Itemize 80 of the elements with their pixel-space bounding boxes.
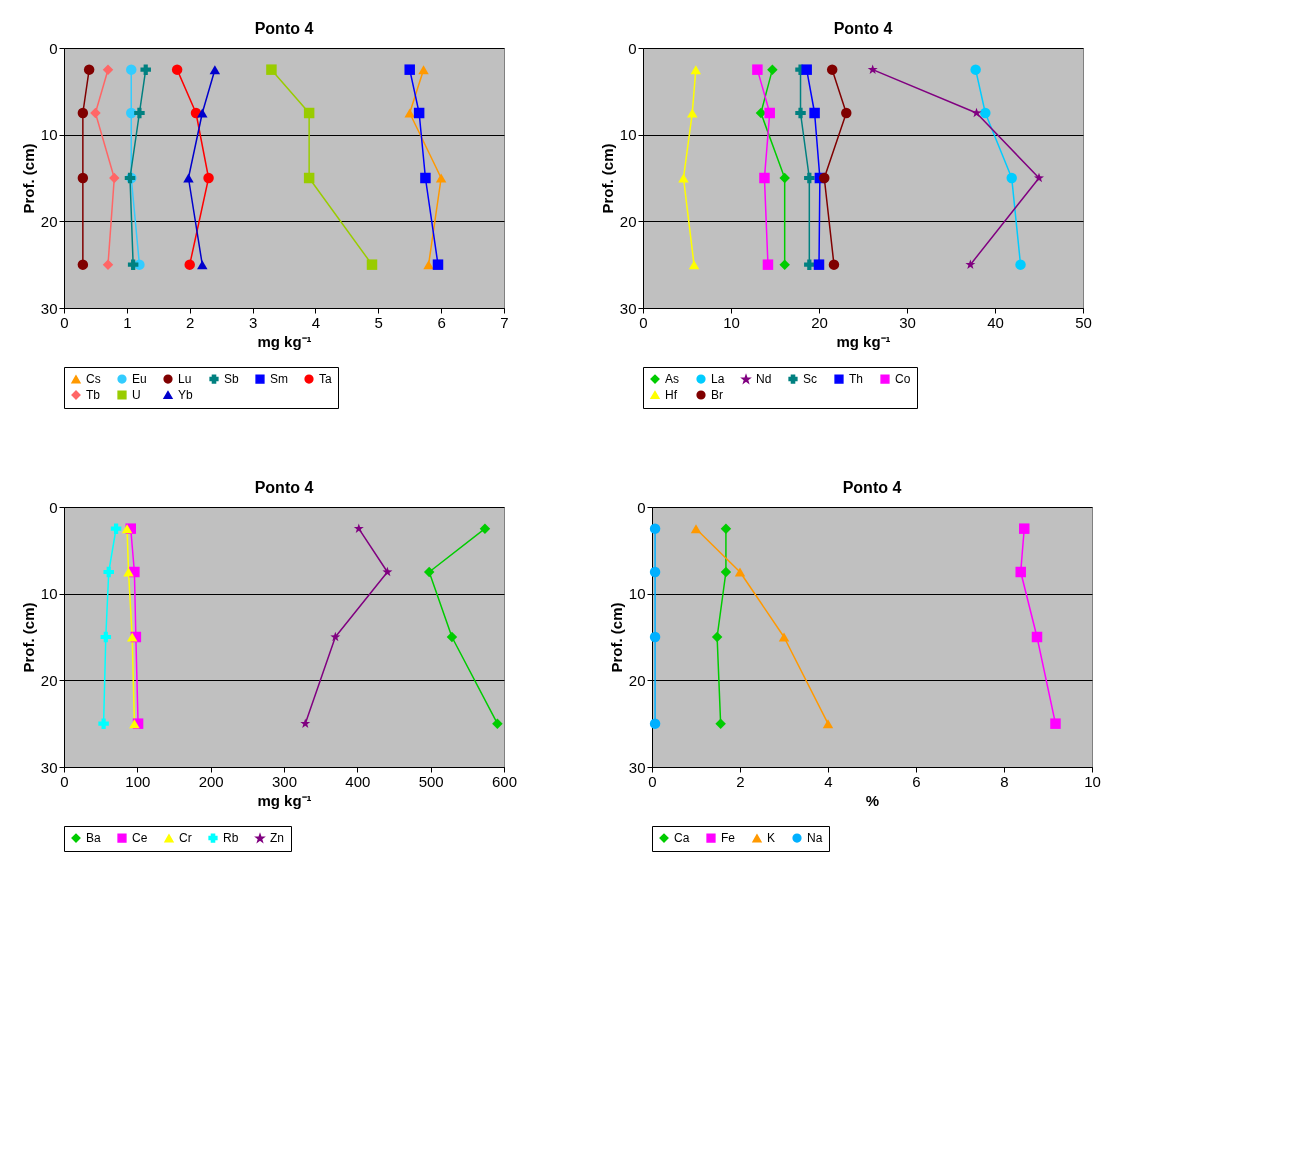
chart-title: Ponto 4 — [254, 20, 314, 37]
x-tick-label: 40 — [987, 313, 1004, 331]
chart-title: Ponto 4 — [254, 479, 314, 496]
x-tick-label: 1 — [123, 313, 132, 331]
legend-label: Na — [807, 831, 823, 846]
legend-label: Ce — [132, 831, 148, 846]
legend-label: Hf — [665, 388, 678, 402]
x-tick-label: 300 — [271, 772, 298, 790]
legend-label: Eu — [132, 372, 147, 387]
x-tick-label: 200 — [198, 772, 224, 790]
legend-label: Zn — [270, 831, 285, 846]
x-tick-label: 2 — [736, 772, 745, 790]
x-axis-title: % — [865, 791, 880, 809]
chart-title: Ponto 4 — [842, 479, 902, 496]
x-tick-label: 8 — [1000, 772, 1009, 790]
y-tick-label: 30 — [628, 758, 646, 776]
y-tick-label: 30 — [40, 299, 58, 317]
legend-label: Fe — [721, 831, 736, 846]
x-tick-label: 30 — [899, 313, 916, 331]
y-tick-label: 0 — [637, 498, 646, 516]
x-tick-label: 4 — [311, 313, 321, 331]
x-tick-label: 10 — [1084, 772, 1101, 790]
x-tick-label: 10 — [723, 313, 740, 331]
x-tick-label: 2 — [186, 313, 195, 331]
x-tick-label: 0 — [60, 772, 69, 790]
x-tick-label: 600 — [491, 772, 518, 790]
y-tick-label: 20 — [40, 212, 58, 230]
chart-title: Ponto 4 — [833, 20, 893, 37]
y-tick-label: 20 — [619, 212, 637, 230]
x-tick-label: 3 — [248, 313, 258, 331]
legend-label: Cr — [179, 831, 192, 846]
y-tick-label: 20 — [40, 671, 58, 689]
x-tick-label: 6 — [912, 772, 921, 790]
y-tick-label: 0 — [49, 498, 58, 516]
legend-label: Sm — [270, 372, 288, 387]
y-tick-label: 30 — [40, 758, 58, 776]
legend-label: La — [711, 372, 725, 387]
legend-label: K — [767, 831, 776, 846]
legend-label: Co — [895, 372, 911, 387]
y-tick-label: 10 — [40, 126, 58, 144]
x-tick-label: 50 — [1075, 313, 1092, 331]
legend-label: Br — [711, 388, 723, 402]
legend-label: Ca — [674, 831, 690, 846]
legend-label: Sc — [803, 372, 818, 387]
legend-label: Cs — [86, 372, 101, 387]
legend-label: U — [132, 388, 141, 402]
legend-label: Yb — [178, 388, 193, 402]
x-axis-title: mg kg⁻¹ — [836, 332, 891, 350]
x-axis-title: mg kg⁻¹ — [257, 332, 312, 350]
x-tick-label: 400 — [345, 772, 371, 790]
y-tick-label: 20 — [628, 671, 646, 689]
legend-label: As — [665, 372, 680, 387]
y-tick-label: 30 — [619, 299, 637, 317]
x-tick-label: 7 — [500, 313, 509, 331]
x-tick-label: 4 — [824, 772, 833, 790]
y-axis-title: Prof. (cm) — [607, 602, 625, 673]
legend-label: Ta — [319, 372, 332, 387]
y-tick-label: 0 — [628, 39, 637, 57]
legend-label: Th — [849, 372, 864, 387]
y-axis-title: Prof. (cm) — [598, 143, 616, 214]
legend-label: Lu — [178, 372, 192, 387]
y-axis-title: Prof. (cm) — [19, 143, 37, 214]
x-tick-label: 100 — [125, 772, 151, 790]
y-tick-label: 10 — [40, 585, 58, 603]
y-tick-label: 10 — [628, 585, 646, 603]
x-axis-title: mg kg⁻¹ — [257, 791, 312, 809]
y-tick-label: 0 — [49, 39, 58, 57]
legend-label: Tb — [86, 388, 101, 402]
y-axis-title: Prof. (cm) — [19, 602, 37, 673]
y-tick-label: 10 — [619, 126, 637, 144]
legend-label: Sb — [224, 372, 239, 387]
x-tick-label: 0 — [648, 772, 657, 790]
x-tick-label: 0 — [60, 313, 69, 331]
x-tick-label: 500 — [418, 772, 444, 790]
legend-label: Nd — [756, 372, 772, 387]
legend-label: Ba — [86, 831, 101, 846]
legend-label: Rb — [223, 831, 239, 846]
x-tick-label: 6 — [437, 313, 446, 331]
x-tick-label: 5 — [374, 313, 383, 331]
x-tick-label: 20 — [811, 313, 828, 331]
